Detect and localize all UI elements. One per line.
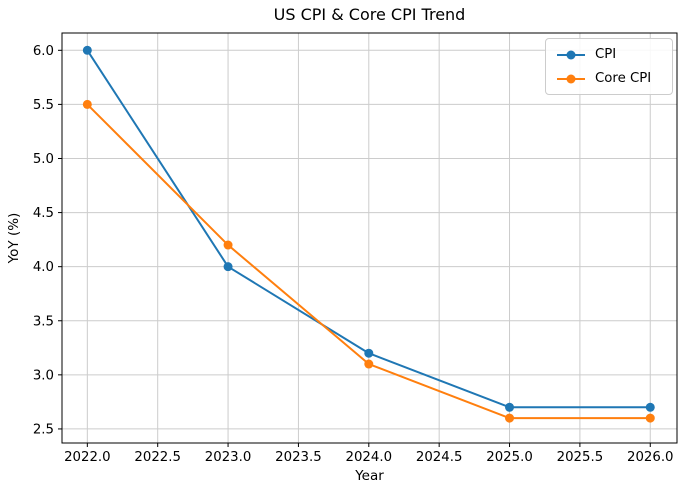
data-point-cpi xyxy=(505,402,515,412)
data-point-core-cpi xyxy=(82,99,92,109)
y-tick-label: 4.5 xyxy=(33,206,54,221)
data-point-core-cpi xyxy=(364,359,374,369)
x-tick-label: 2023.5 xyxy=(275,450,322,465)
y-tick-label: 5.0 xyxy=(33,152,54,167)
data-point-core-cpi xyxy=(505,413,515,423)
legend-swatch-core-cpi xyxy=(557,74,585,83)
x-tick-label: 2022.0 xyxy=(64,450,111,465)
legend: CPI Core CPI xyxy=(545,38,673,95)
x-tick-label: 2026.0 xyxy=(627,450,674,465)
data-point-core-cpi xyxy=(223,240,233,250)
y-tick-label: 2.5 xyxy=(33,422,54,437)
data-point-cpi xyxy=(223,262,233,272)
y-tick-label: 6.0 xyxy=(33,44,54,59)
x-tick-label: 2022.5 xyxy=(134,450,181,465)
x-tick-label: 2024.5 xyxy=(416,450,463,465)
legend-marker-icon xyxy=(566,50,576,59)
chart-title: US CPI & Core CPI Trend xyxy=(273,5,466,24)
legend-label-cpi: CPI xyxy=(595,47,617,62)
x-tick-label: 2025.5 xyxy=(557,450,604,465)
y-tick-label: 4.0 xyxy=(33,260,54,275)
x-tick-label: 2023.0 xyxy=(205,450,252,465)
data-point-cpi xyxy=(364,348,374,358)
data-point-core-cpi xyxy=(645,413,655,423)
x-axis-label: Year xyxy=(355,468,384,484)
legend-item-core-cpi: Core CPI xyxy=(555,69,663,88)
legend-marker-icon xyxy=(566,74,576,83)
y-tick-label: 3.5 xyxy=(33,314,54,329)
x-tick-label: 2025.0 xyxy=(486,450,533,465)
plot-border xyxy=(61,32,678,444)
legend-swatch-cpi xyxy=(557,50,585,59)
legend-label-core-cpi: Core CPI xyxy=(595,71,652,86)
data-point-cpi xyxy=(645,402,655,412)
y-tick-label: 3.0 xyxy=(33,368,54,383)
y-tick-label: 5.5 xyxy=(33,98,54,113)
data-point-cpi xyxy=(82,45,92,55)
legend-item-cpi: CPI xyxy=(555,45,663,64)
x-tick-label: 2024.0 xyxy=(346,450,393,465)
